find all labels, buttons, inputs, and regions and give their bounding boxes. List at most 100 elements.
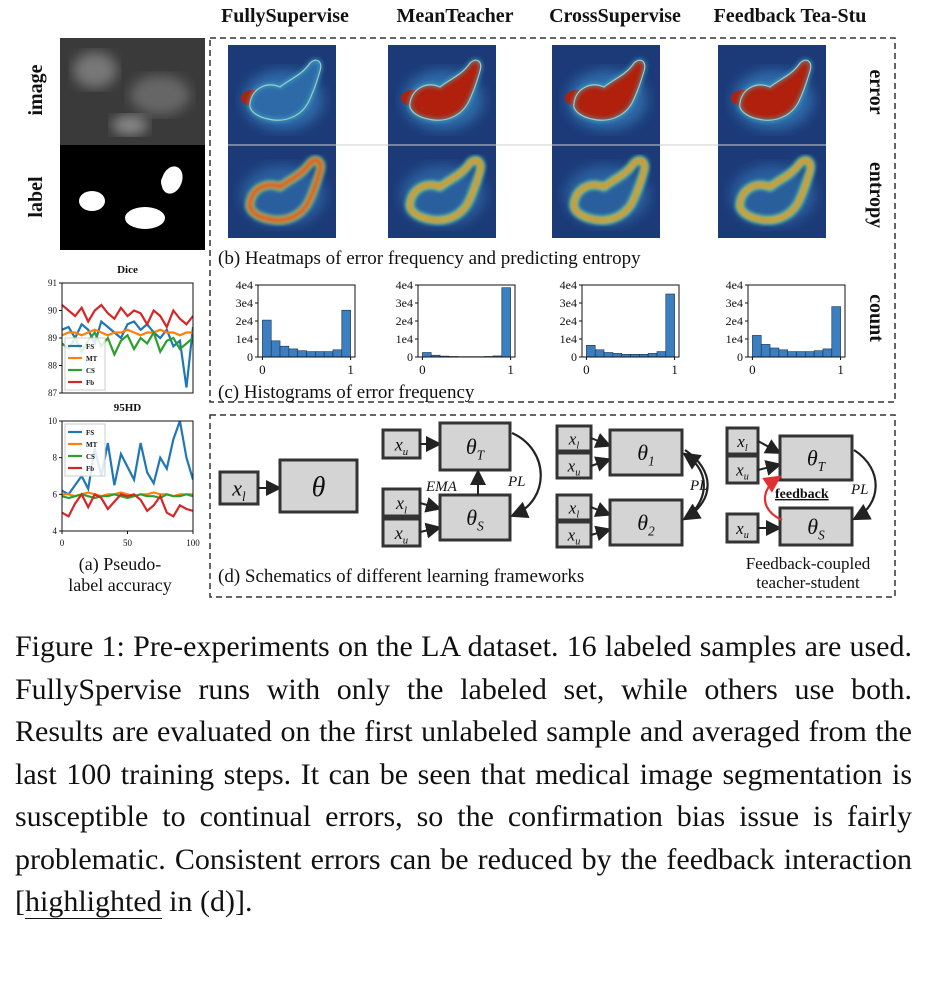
feedback-label: feedback <box>775 487 829 502</box>
legend-label: FS <box>86 343 94 351</box>
entropy-ring <box>408 159 482 222</box>
y-tick-label: 3e4 <box>726 296 743 310</box>
entropy-ring <box>247 158 323 223</box>
node-box <box>438 493 512 542</box>
node-box <box>725 454 760 485</box>
arrow <box>509 431 542 519</box>
bar <box>332 349 343 358</box>
series-line <box>62 319 193 388</box>
symbol-base: x <box>735 460 744 479</box>
symbol-base: x <box>231 476 242 501</box>
symbol-base: θ <box>637 510 648 535</box>
panel-caption: (a) Pseudo- <box>79 554 161 575</box>
bar <box>822 348 833 358</box>
y-tick-label: 4e4 <box>396 278 413 292</box>
caption-highlight: highlighted <box>25 885 162 919</box>
heatmap <box>718 45 826 145</box>
bar <box>594 349 605 358</box>
node-box <box>608 498 684 547</box>
panel-caption: (d) Schematics of different learning fra… <box>218 566 584 587</box>
y-tick-label: 88 <box>48 361 58 371</box>
node-box <box>778 434 854 482</box>
arrow <box>682 452 705 516</box>
arrow <box>590 525 612 542</box>
bar <box>778 349 788 358</box>
panel-caption: Feedback-coupled <box>746 554 871 573</box>
node-label: xu <box>394 434 409 458</box>
symbol-sub: l <box>745 443 748 454</box>
node-box <box>381 487 422 518</box>
legend-label: FS <box>86 429 94 437</box>
symbol-sub: u <box>575 468 580 479</box>
row-label: count <box>865 294 887 342</box>
annotation: PL <box>850 482 869 498</box>
node-label: xl <box>395 493 407 517</box>
caption-text: Figure 1: Pre-experiments on the LA data… <box>15 630 912 918</box>
bar <box>288 348 298 358</box>
arrow <box>757 460 782 476</box>
symbol-base: x <box>567 456 576 475</box>
symbol-base: θ <box>466 505 477 530</box>
symbol-base: x <box>735 519 744 538</box>
error-edge <box>738 58 813 122</box>
x-tick-label: 1 <box>347 362 354 377</box>
entropy-ring <box>572 159 646 222</box>
node-label: xu <box>735 519 749 541</box>
column-title: MeanTeacher <box>396 5 513 27</box>
row-label: error <box>865 69 887 114</box>
node-label: θ2 <box>637 510 655 539</box>
legend-label: CS <box>86 367 95 375</box>
x-tick-label: 100 <box>186 538 200 548</box>
arrow <box>762 475 783 522</box>
node-box <box>778 506 854 547</box>
error-edge <box>572 58 647 122</box>
y-tick-label: 4e4 <box>560 278 577 292</box>
heatmap <box>552 45 660 145</box>
x-tick-label: 1 <box>837 362 844 377</box>
bar <box>315 351 325 358</box>
row-label: image <box>25 64 47 115</box>
symbol-base: x <box>567 525 576 544</box>
series-line <box>62 493 193 500</box>
bar <box>831 306 841 358</box>
axes-frame <box>747 284 846 358</box>
image-panel <box>60 38 205 250</box>
y-tick-label: 3e4 <box>396 296 413 310</box>
arrow <box>590 502 612 517</box>
legend-label: Fb <box>86 465 94 473</box>
y-tick-label: 2e4 <box>236 314 253 328</box>
symbol-sub: 2 <box>648 524 655 539</box>
panel-frame <box>209 414 896 598</box>
heatmap <box>388 145 496 238</box>
arrow <box>590 456 612 472</box>
arrow <box>757 439 782 454</box>
heatmap <box>388 45 496 145</box>
x-tick-label: 0 <box>60 538 65 548</box>
x-tick-label: 0 <box>419 362 426 377</box>
symbol-base: θ <box>807 514 818 539</box>
legend-label: CS <box>86 453 95 461</box>
column-title: CrossSupervise <box>549 5 681 27</box>
symbol-sub: u <box>575 537 580 548</box>
arrow <box>419 497 442 513</box>
bar <box>760 344 771 358</box>
bar <box>796 351 806 358</box>
legend-label: MT <box>86 441 98 449</box>
symbol-sub: u <box>744 472 749 483</box>
symbol-sub: u <box>403 446 409 458</box>
annotation: PL <box>507 474 526 490</box>
caption-text: in (d)]. <box>161 885 253 918</box>
error-edge <box>408 58 483 122</box>
node-label: θ1 <box>637 440 654 469</box>
x-tick-label: 1 <box>507 362 514 377</box>
symbol-base: θ <box>637 440 648 465</box>
y-tick-label: 4 <box>53 526 58 536</box>
symbol-sub: l <box>404 504 407 516</box>
arrow <box>419 522 442 539</box>
axes-frame <box>417 284 516 358</box>
symbol-sub: T <box>818 459 827 474</box>
y-tick-label: 3e4 <box>560 296 577 310</box>
panel-caption: (b) Heatmaps of error frequency and pred… <box>218 248 641 269</box>
bar <box>297 350 307 358</box>
row-label: label <box>25 176 47 218</box>
